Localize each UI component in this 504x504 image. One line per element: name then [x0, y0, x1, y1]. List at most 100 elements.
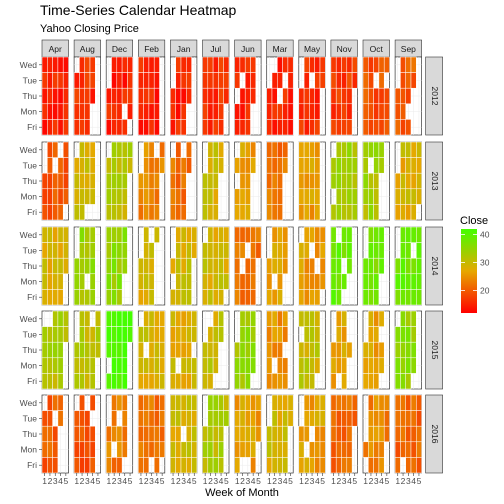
heatmap-cell [416, 394, 422, 411]
heatmap-cell [277, 394, 283, 411]
heatmap-cell [84, 172, 91, 190]
heatmap-cell [153, 72, 160, 89]
heatmap-panel [394, 141, 422, 221]
heatmap-cell [277, 204, 283, 221]
heatmap-cell [410, 425, 417, 443]
heatmap-cell [234, 103, 241, 120]
heatmap-cell [41, 87, 48, 105]
heatmap-cell [341, 141, 348, 158]
heatmap-cell [394, 410, 401, 427]
heatmap-cell [170, 441, 176, 458]
heatmap-cell [138, 172, 144, 190]
heatmap-cell [202, 242, 209, 259]
heatmap-cell [373, 172, 380, 190]
heatmap-cell [79, 56, 85, 73]
heatmap-cell [330, 341, 337, 359]
heatmap-panel [170, 310, 198, 390]
heatmap-cell [362, 257, 369, 275]
heatmap-cell [330, 204, 337, 221]
heatmap-cell [57, 204, 64, 221]
x-tick-label: 2 [144, 476, 149, 486]
heatmap-cell [234, 204, 241, 221]
heatmap-cell [84, 441, 91, 458]
heatmap-cell [416, 172, 422, 190]
heatmap-cell [244, 56, 251, 73]
heatmap-cell [394, 172, 401, 190]
heatmap-cell [175, 425, 182, 443]
x-tick-label: 5 [352, 476, 357, 486]
heatmap-cell [378, 257, 385, 275]
y-tick-label: Mon [20, 192, 37, 202]
heatmap-cell [244, 188, 251, 205]
heatmap-cell [57, 56, 64, 73]
heatmap-cell [234, 394, 241, 411]
heatmap-cell [277, 226, 283, 243]
heatmap-cell [138, 289, 144, 306]
month-strip-label: May [304, 44, 321, 54]
heatmap-cell [79, 257, 85, 275]
heatmap-cell [298, 103, 305, 120]
heatmap-cell [368, 119, 374, 136]
heatmap-cell [335, 457, 342, 474]
heatmap-cell [303, 72, 310, 89]
heatmap-cell [116, 357, 123, 374]
heatmap-cell [223, 273, 230, 290]
heatmap-cell [138, 357, 144, 374]
heatmap-cell [121, 410, 128, 427]
heatmap-cell [330, 103, 337, 120]
heatmap-cell [186, 226, 192, 243]
heatmap-cell [143, 72, 150, 89]
heatmap-cell [244, 103, 251, 120]
heatmap-cell [170, 326, 176, 343]
heatmap-cell [143, 226, 150, 243]
month-strip-label: Apr [49, 44, 62, 54]
heatmap-cell [266, 425, 273, 443]
heatmap-cell [373, 357, 380, 374]
heatmap-cell [79, 87, 85, 105]
heatmap-cell [47, 226, 53, 243]
heatmap-cell [373, 289, 380, 306]
heatmap-cell [116, 172, 123, 190]
heatmap-cell [394, 425, 401, 443]
heatmap-cell [330, 425, 337, 443]
heatmap-cell [175, 289, 182, 306]
heatmap-cell [405, 357, 412, 374]
heatmap-cell [57, 226, 64, 243]
heatmap-cell [314, 341, 321, 359]
heatmap-cell [335, 425, 342, 443]
heatmap-cell [148, 257, 155, 275]
heatmap-panel [330, 56, 358, 136]
heatmap-cell [341, 103, 348, 120]
heatmap-cell [335, 141, 342, 158]
heatmap-cell [319, 441, 326, 458]
heatmap-cell [335, 72, 342, 89]
heatmap-cell [362, 56, 369, 73]
heatmap-cell [298, 357, 305, 374]
heatmap-cell [84, 56, 91, 73]
heatmap-cell [341, 357, 348, 374]
heatmap-cell [47, 410, 53, 427]
heatmap-cell [277, 410, 283, 427]
heatmap-cell [282, 373, 289, 390]
heatmap-cell [239, 326, 246, 343]
heatmap-cell [116, 310, 123, 327]
heatmap-cell [52, 226, 59, 243]
heatmap-cell [175, 394, 182, 411]
heatmap-cell [319, 242, 326, 259]
heatmap-cell [314, 87, 321, 105]
x-tick-label: 2 [401, 476, 406, 486]
heatmap-cell [218, 72, 224, 89]
heatmap-cell [207, 72, 214, 89]
heatmap-cell [47, 441, 53, 458]
heatmap-cell [400, 326, 406, 343]
heatmap-cell [287, 87, 294, 105]
heatmap-cell [121, 441, 128, 458]
heatmap-cell [309, 119, 315, 136]
x-tick-label: 3 [53, 476, 58, 486]
heatmap-cell [186, 273, 192, 290]
heatmap-panel [362, 56, 390, 136]
heatmap-cell [277, 172, 283, 190]
heatmap-cell [175, 204, 182, 221]
heatmap-cell [335, 310, 342, 327]
